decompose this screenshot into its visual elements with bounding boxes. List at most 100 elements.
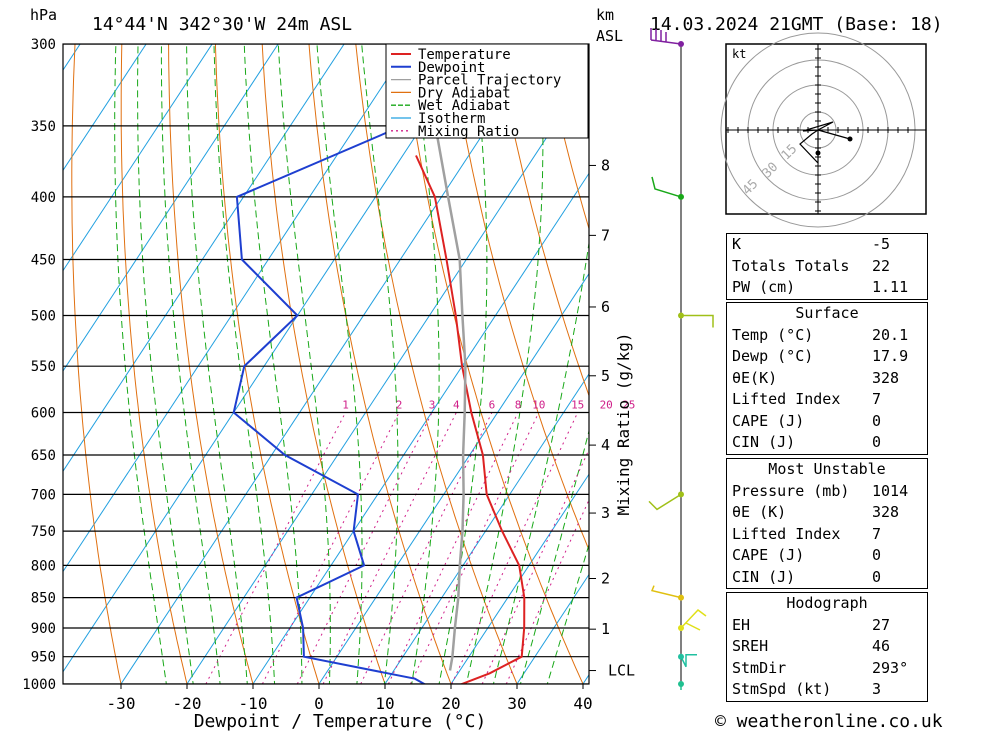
km-tick-label: 7 — [601, 226, 610, 244]
wind-barb — [648, 493, 682, 511]
dry-adiabat-line — [261, 44, 386, 684]
wind-barb — [680, 653, 697, 668]
legend-label: Isotherm — [418, 111, 485, 127]
isobar-lines — [63, 44, 589, 684]
km-tick-label: 4 — [601, 436, 610, 454]
credit-text: © weatheronline.co.uk — [715, 711, 943, 732]
k-index-label: K — [732, 235, 742, 253]
surface-dewp-label: Dewp (°C) — [732, 347, 814, 365]
sreh-label: SREH — [732, 637, 769, 655]
hodograph-params-title: Hodograph — [786, 594, 868, 612]
pressure-tick-label: 600 — [31, 406, 56, 422]
pressure-tick-label: 650 — [31, 448, 56, 464]
surface-theta-label: θE(K) — [732, 368, 778, 387]
km-tick-label: 2 — [601, 570, 610, 588]
pw-value: 1.11 — [872, 278, 909, 296]
surface-cin-label: CIN (J) — [732, 433, 796, 451]
wet-adiabat-line — [277, 44, 331, 684]
wind-barb — [650, 585, 682, 599]
isotherm-line — [450, 473, 589, 684]
wet-adiabat-line — [213, 44, 276, 684]
stmspd-label: StmSpd (kt) — [732, 680, 832, 698]
mu-theta-value: 328 — [872, 503, 900, 521]
surface-theta-value: 328 — [872, 368, 900, 387]
wet-adiabat-line — [160, 44, 221, 684]
surface-temp-label: Temp (°C) — [732, 325, 814, 344]
surface-table: Surface Temp (°C) 20.1 Dewp (°C) 17.9 θE(K… — [726, 302, 928, 455]
mu-cape-value: 0 — [872, 546, 882, 564]
isotherm-line — [252, 172, 589, 684]
km-tick-label: 5 — [601, 367, 610, 385]
surface-cape-value: 0 — [872, 411, 882, 430]
dry-adiabat-line — [355, 44, 518, 684]
stmdir-value: 293° — [872, 658, 909, 677]
temperature-axis: -30 -20 -10 0 10 20 30 40 — [107, 684, 593, 713]
surface-cin-value: 0 — [872, 433, 882, 451]
km-label: km — [596, 6, 614, 24]
dry-adiabat-line — [495, 44, 589, 397]
hodograph-unit: kt — [732, 47, 746, 61]
mu-cape-label: CAPE (J) — [732, 546, 805, 564]
wet-adiabat-line — [186, 44, 248, 684]
legend-label: Parcel Trajectory — [418, 73, 561, 89]
mixing-ratio-label: 4 — [453, 398, 460, 411]
eh-value: 27 — [872, 615, 891, 634]
pressure-tick-label: 450 — [31, 253, 56, 269]
x-tick-label: -20 — [173, 694, 202, 713]
dry-adiabat-line — [542, 44, 589, 231]
isotherm-line — [318, 272, 589, 684]
dry-adiabat-line — [995, 7, 1000, 710]
wet-adiabat-line — [316, 44, 363, 684]
k-index-value: -5 — [872, 235, 891, 253]
stmspd-value: 3 — [872, 680, 882, 698]
isotherm-line — [63, 44, 345, 473]
mixing-ratio-label: 15 — [571, 398, 584, 411]
mixing-ratio-line — [322, 412, 457, 684]
mixing-ratio-label: 1 — [342, 398, 349, 411]
location-title: 14°44'N 342°30'W 24m ASL — [92, 14, 352, 35]
most-unstable-title: Most Unstable — [768, 460, 886, 478]
km-tick-label: 3 — [601, 504, 610, 522]
temperature-line — [415, 155, 526, 684]
dry-adiabat-line — [120, 44, 188, 684]
totals-label: Totals Totals — [732, 256, 850, 275]
mu-li-label: Lifted Index — [732, 524, 841, 543]
wet-adiabat-line — [361, 44, 399, 684]
wet-adiabat-line — [438, 44, 488, 684]
surface-li-value: 7 — [872, 390, 882, 408]
wind-barb — [651, 176, 682, 198]
legend-label: Temperature — [418, 47, 511, 63]
surface-cape-label: CAPE (J) — [732, 411, 805, 430]
surface-title: Surface — [795, 304, 859, 322]
wet-adiabat-line — [137, 44, 194, 684]
hodograph-trace — [799, 121, 853, 165]
wet-adiabat-line — [465, 44, 544, 684]
hpa-label: hPa — [30, 6, 57, 24]
dry-adiabat-line — [71, 44, 122, 684]
x-tick-label: 0 — [314, 694, 324, 713]
mu-pressure-label: Pressure (mb) — [732, 481, 850, 500]
hodograph-table: Hodograph EH 27 SREH 46 StmDir 293° StmSpd … — [726, 592, 928, 702]
wet-adiabat-line — [411, 44, 440, 684]
surface-dewp-value: 17.9 — [872, 347, 909, 365]
legend-label: Dry Adiabat — [418, 85, 511, 101]
pressure-tick-label: 550 — [31, 359, 56, 375]
totals-value: 22 — [872, 256, 891, 275]
dry-adiabat-line — [949, 7, 1000, 710]
mixing-ratio-label: 10 — [532, 398, 545, 411]
km-tick-label: 8 — [601, 156, 610, 174]
km-tick-label: LCL — [608, 662, 635, 680]
mu-theta-label: θE (K) — [732, 503, 787, 521]
legend-label: Dewpoint — [418, 60, 485, 76]
wet-adiabat-line — [243, 44, 303, 684]
dry-adiabat-line — [448, 44, 589, 552]
dry-adiabat-line — [308, 44, 452, 684]
x-tick-label: 20 — [441, 694, 460, 713]
surface-li-label: Lifted Index — [732, 390, 841, 408]
wind-barb — [680, 608, 707, 631]
wind-barb — [650, 28, 682, 45]
pressure-tick-label: 800 — [31, 558, 56, 574]
pressure-tick-label: 950 — [31, 650, 56, 666]
plot-frame — [62, 43, 590, 685]
